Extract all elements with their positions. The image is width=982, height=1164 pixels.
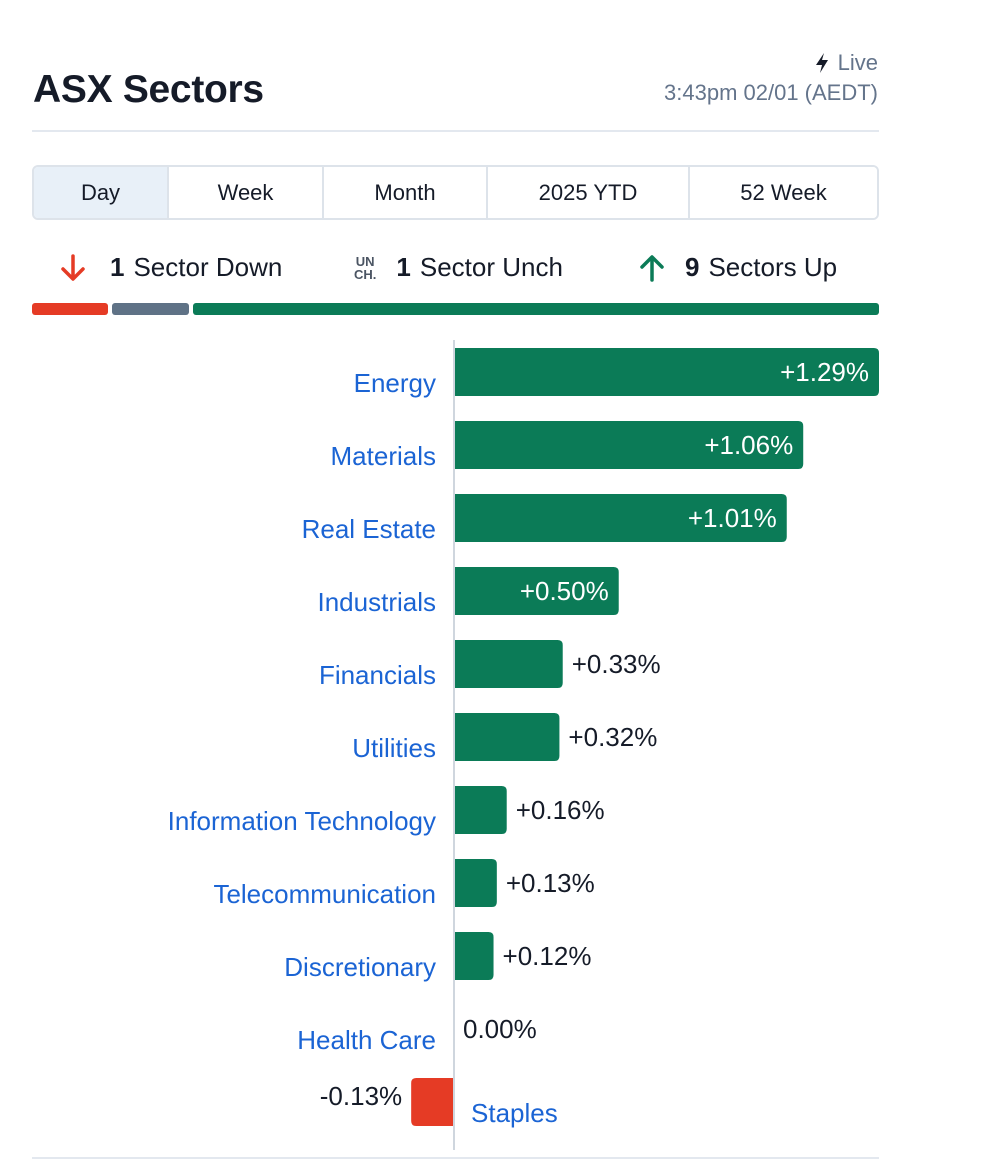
bar-value-label: +0.16% [516, 795, 605, 825]
breadth-bar-unch [112, 303, 189, 315]
unch-count: 1 [396, 252, 411, 282]
sector-label[interactable]: Financials [319, 660, 436, 690]
sector-label[interactable]: Health Care [297, 1025, 436, 1055]
bar-financials[interactable] [455, 640, 563, 688]
tab-ytd[interactable]: 2025 YTD [488, 167, 690, 218]
sector-label[interactable]: Discretionary [284, 952, 436, 982]
divider-bottom [32, 1157, 879, 1159]
bar-staples[interactable] [411, 1078, 453, 1126]
bar-real-estate[interactable] [455, 494, 787, 542]
sectors-down-summary: 1 Sector Down [58, 252, 282, 283]
breadth-bar-up [193, 303, 879, 315]
timeframe-tabs: Day Week Month 2025 YTD 52 Week [32, 165, 879, 220]
lightning-icon [815, 53, 828, 73]
bar-value-label: +1.06% [704, 430, 793, 460]
sector-label[interactable]: Real Estate [302, 514, 436, 544]
bar-value-label: +1.29% [780, 357, 869, 387]
timestamp: 3:43pm 02/01 (AEDT) [664, 80, 878, 105]
sector-label[interactable]: Energy [354, 368, 436, 398]
unchanged-icon: UN CH. [354, 253, 377, 282]
bar-value-label: +0.50% [520, 576, 609, 606]
tab-week[interactable]: Week [169, 167, 324, 218]
bar-value-label: -0.13% [320, 1081, 402, 1111]
sector-label[interactable]: Materials [331, 441, 436, 471]
down-label: Sector Down [133, 252, 283, 282]
bar-information-technology[interactable] [455, 786, 507, 834]
tab-52-week[interactable]: 52 Week [690, 167, 877, 218]
arrow-down-icon [61, 253, 85, 281]
sector-label[interactable]: Industrials [318, 587, 437, 617]
up-count: 9 [685, 252, 700, 282]
page-title: ASX Sectors [33, 68, 264, 111]
bar-discretionary[interactable] [455, 932, 494, 980]
sector-label[interactable]: Information Technology [168, 806, 436, 836]
tab-day[interactable]: Day [34, 167, 169, 218]
arrow-up-icon [640, 254, 664, 282]
divider [32, 130, 879, 132]
bar-value-label: +0.32% [568, 722, 657, 752]
bar-value-label: +1.01% [688, 503, 777, 533]
bar-value-label: +0.33% [572, 649, 661, 679]
bar-utilities[interactable] [455, 713, 560, 761]
sectors-up-summary: 9 Sectors Up [637, 252, 837, 283]
live-indicator: Live [814, 50, 878, 76]
bar-energy[interactable] [455, 348, 879, 396]
breadth-bar-down [32, 303, 108, 315]
down-count: 1 [110, 252, 125, 282]
bar-materials[interactable] [455, 421, 804, 469]
sectors-unch-summary: UN CH. 1 Sector Unch [354, 252, 563, 283]
sector-label[interactable]: Staples [471, 1098, 558, 1128]
sector-label[interactable]: Telecommunication [213, 879, 436, 909]
live-label: Live [837, 50, 878, 75]
sector-label[interactable]: Utilities [352, 733, 436, 763]
bar-value-label: +0.13% [506, 868, 595, 898]
bar-value-label: 0.00% [463, 1014, 537, 1044]
bar-value-label: +0.12% [503, 941, 592, 971]
up-label: Sectors Up [708, 252, 838, 282]
bar-telecommunication[interactable] [455, 859, 497, 907]
tab-month[interactable]: Month [324, 167, 488, 218]
unch-label: Sector Unch [419, 252, 563, 282]
bar-industrials[interactable] [455, 567, 619, 615]
